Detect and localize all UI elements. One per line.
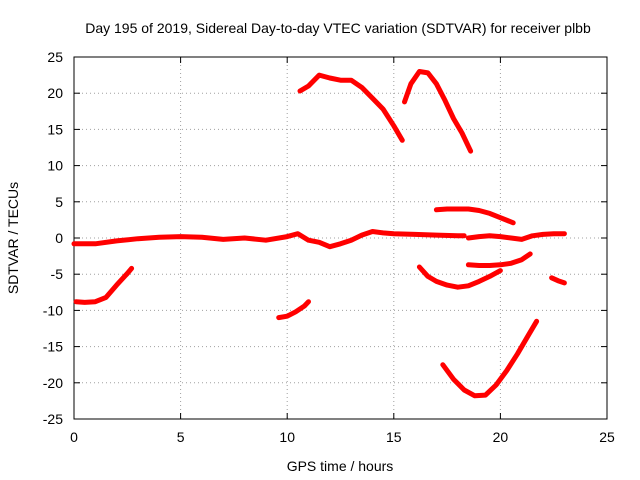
series-track-upper-right-arc: [402, 69, 474, 154]
y-tick-label: 5: [55, 194, 63, 210]
y-tick-label: 15: [47, 121, 63, 137]
series-track-main: [71, 229, 467, 250]
x-axis-label: GPS time / hours: [287, 458, 394, 474]
x-tick-label: 5: [177, 429, 185, 445]
x-tick-label: 0: [70, 429, 78, 445]
series-track-short-4: [549, 275, 567, 286]
series-track-early-dip: [73, 265, 135, 305]
series-track-short-1: [276, 299, 311, 321]
axis-ticks: 0 5 10 15 20 25 -25 -20 -15 -10 -5 0 5 10 15 20 25: [43, 49, 615, 445]
series-group: [71, 69, 567, 399]
x-tick-label: 25: [599, 429, 615, 445]
y-tick-label: -25: [43, 411, 63, 427]
y-axis-label: SDTVAR / TECUs: [5, 182, 21, 294]
series-track-lower-right-arc: [440, 318, 540, 399]
series-track-short-3: [433, 206, 516, 226]
y-tick-label: 0: [55, 230, 63, 246]
y-tick-label: -10: [43, 302, 63, 318]
y-tick-label: 10: [47, 158, 63, 174]
y-tick-label: 20: [47, 85, 63, 101]
y-tick-label: -20: [43, 375, 63, 391]
series-track-mid-right: [465, 231, 567, 242]
chart-title: Day 195 of 2019, Sidereal Day-to-day VTE…: [85, 20, 591, 36]
series-track-mid-low-arc: [416, 264, 503, 290]
x-tick-label: 10: [279, 429, 295, 445]
y-tick-label: -15: [43, 339, 63, 355]
x-tick-label: 20: [493, 429, 509, 445]
x-tick-label: 15: [386, 429, 402, 445]
y-tick-label: 25: [47, 49, 63, 65]
y-tick-label: -5: [51, 266, 64, 282]
series-track-short-2: [465, 251, 533, 268]
series-track-upper-left-arc: [297, 72, 405, 143]
